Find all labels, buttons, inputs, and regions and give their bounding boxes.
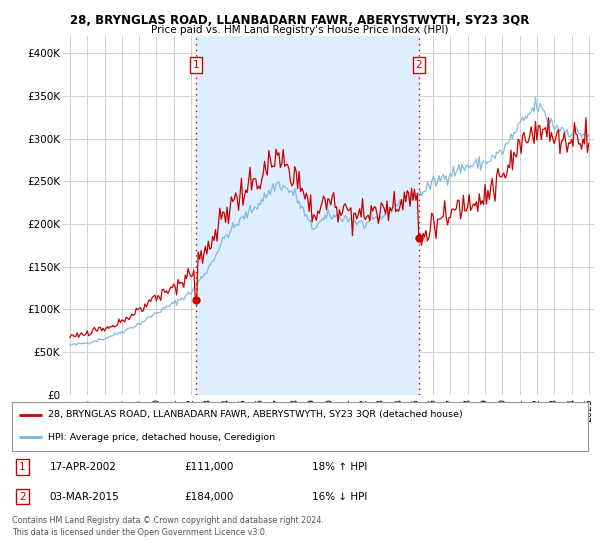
Text: HPI: Average price, detached house, Ceredigion: HPI: Average price, detached house, Cere… xyxy=(48,433,275,442)
Text: 1: 1 xyxy=(19,462,26,472)
Text: 1: 1 xyxy=(193,60,199,71)
Text: 18% ↑ HPI: 18% ↑ HPI xyxy=(311,462,367,472)
Text: 2: 2 xyxy=(415,60,422,71)
Text: 28, BRYNGLAS ROAD, LLANBADARN FAWR, ABERYSTWYTH, SY23 3QR: 28, BRYNGLAS ROAD, LLANBADARN FAWR, ABER… xyxy=(70,14,530,27)
Text: £111,000: £111,000 xyxy=(185,462,234,472)
Text: Contains HM Land Registry data © Crown copyright and database right 2024.
This d: Contains HM Land Registry data © Crown c… xyxy=(12,516,324,537)
Text: 2: 2 xyxy=(19,492,26,502)
Text: 28, BRYNGLAS ROAD, LLANBADARN FAWR, ABERYSTWYTH, SY23 3QR (detached house): 28, BRYNGLAS ROAD, LLANBADARN FAWR, ABER… xyxy=(48,410,463,419)
Text: 16% ↓ HPI: 16% ↓ HPI xyxy=(311,492,367,502)
Text: 03-MAR-2015: 03-MAR-2015 xyxy=(49,492,119,502)
Text: 17-APR-2002: 17-APR-2002 xyxy=(49,462,116,472)
Text: Price paid vs. HM Land Registry's House Price Index (HPI): Price paid vs. HM Land Registry's House … xyxy=(151,25,449,35)
Text: £184,000: £184,000 xyxy=(185,492,234,502)
Bar xyxy=(196,36,419,395)
